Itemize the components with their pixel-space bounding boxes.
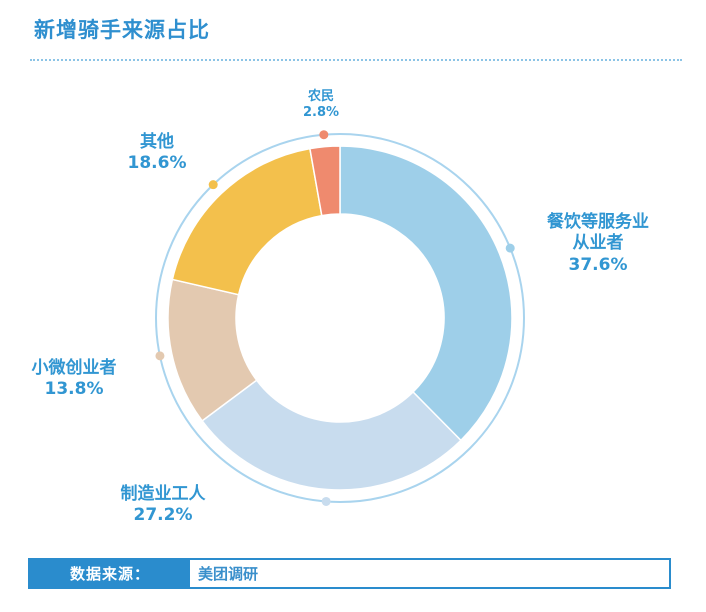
data-source-label: 数据来源： <box>30 560 190 587</box>
title-divider <box>30 59 682 61</box>
slice-percent: 13.8% <box>44 379 104 400</box>
slice-name-line-2: 从业者 <box>572 233 624 254</box>
slice-name: 其他 <box>140 132 174 152</box>
slice-percent: 27.2% <box>133 505 193 526</box>
data-source-box: 数据来源： 美团调研 <box>28 558 671 589</box>
slice-label-food-service: 餐饮等服务业 从业者 37.6% <box>528 212 668 276</box>
slice-percent: 37.6% <box>568 254 628 275</box>
slice-farmers <box>309 145 341 217</box>
slice-percent: 18.6% <box>127 153 187 174</box>
marker-dot-farmers <box>319 130 329 140</box>
slice-label-small-business: 小微创业者 13.8% <box>12 358 136 401</box>
slice-name: 制造业工人 <box>120 484 206 504</box>
marker-dot-small-business <box>155 351 165 361</box>
donut-chart <box>155 130 525 506</box>
data-source-value: 美团调研 <box>198 565 259 583</box>
marker-dot-manufacturing <box>321 496 331 506</box>
slice-name: 小微创业者 <box>31 358 117 378</box>
slice-manufacturing <box>201 379 462 491</box>
slice-name: 农民 <box>307 89 334 104</box>
slice-food-service <box>339 145 513 442</box>
marker-dot-other <box>208 180 218 190</box>
slice-label-other: 其他 18.6% <box>110 132 204 175</box>
outer-guide-ring <box>155 133 525 503</box>
slice-label-manufacturing: 制造业工人 27.2% <box>98 484 228 527</box>
slice-label-farmers: 农民 2.8% <box>286 89 356 122</box>
marker-dot-food-service <box>505 243 515 253</box>
page-title: 新增骑手来源占比 <box>34 18 210 42</box>
slice-name-line-1: 餐饮等服务业 <box>547 212 649 232</box>
slice-percent: 2.8% <box>302 105 340 121</box>
